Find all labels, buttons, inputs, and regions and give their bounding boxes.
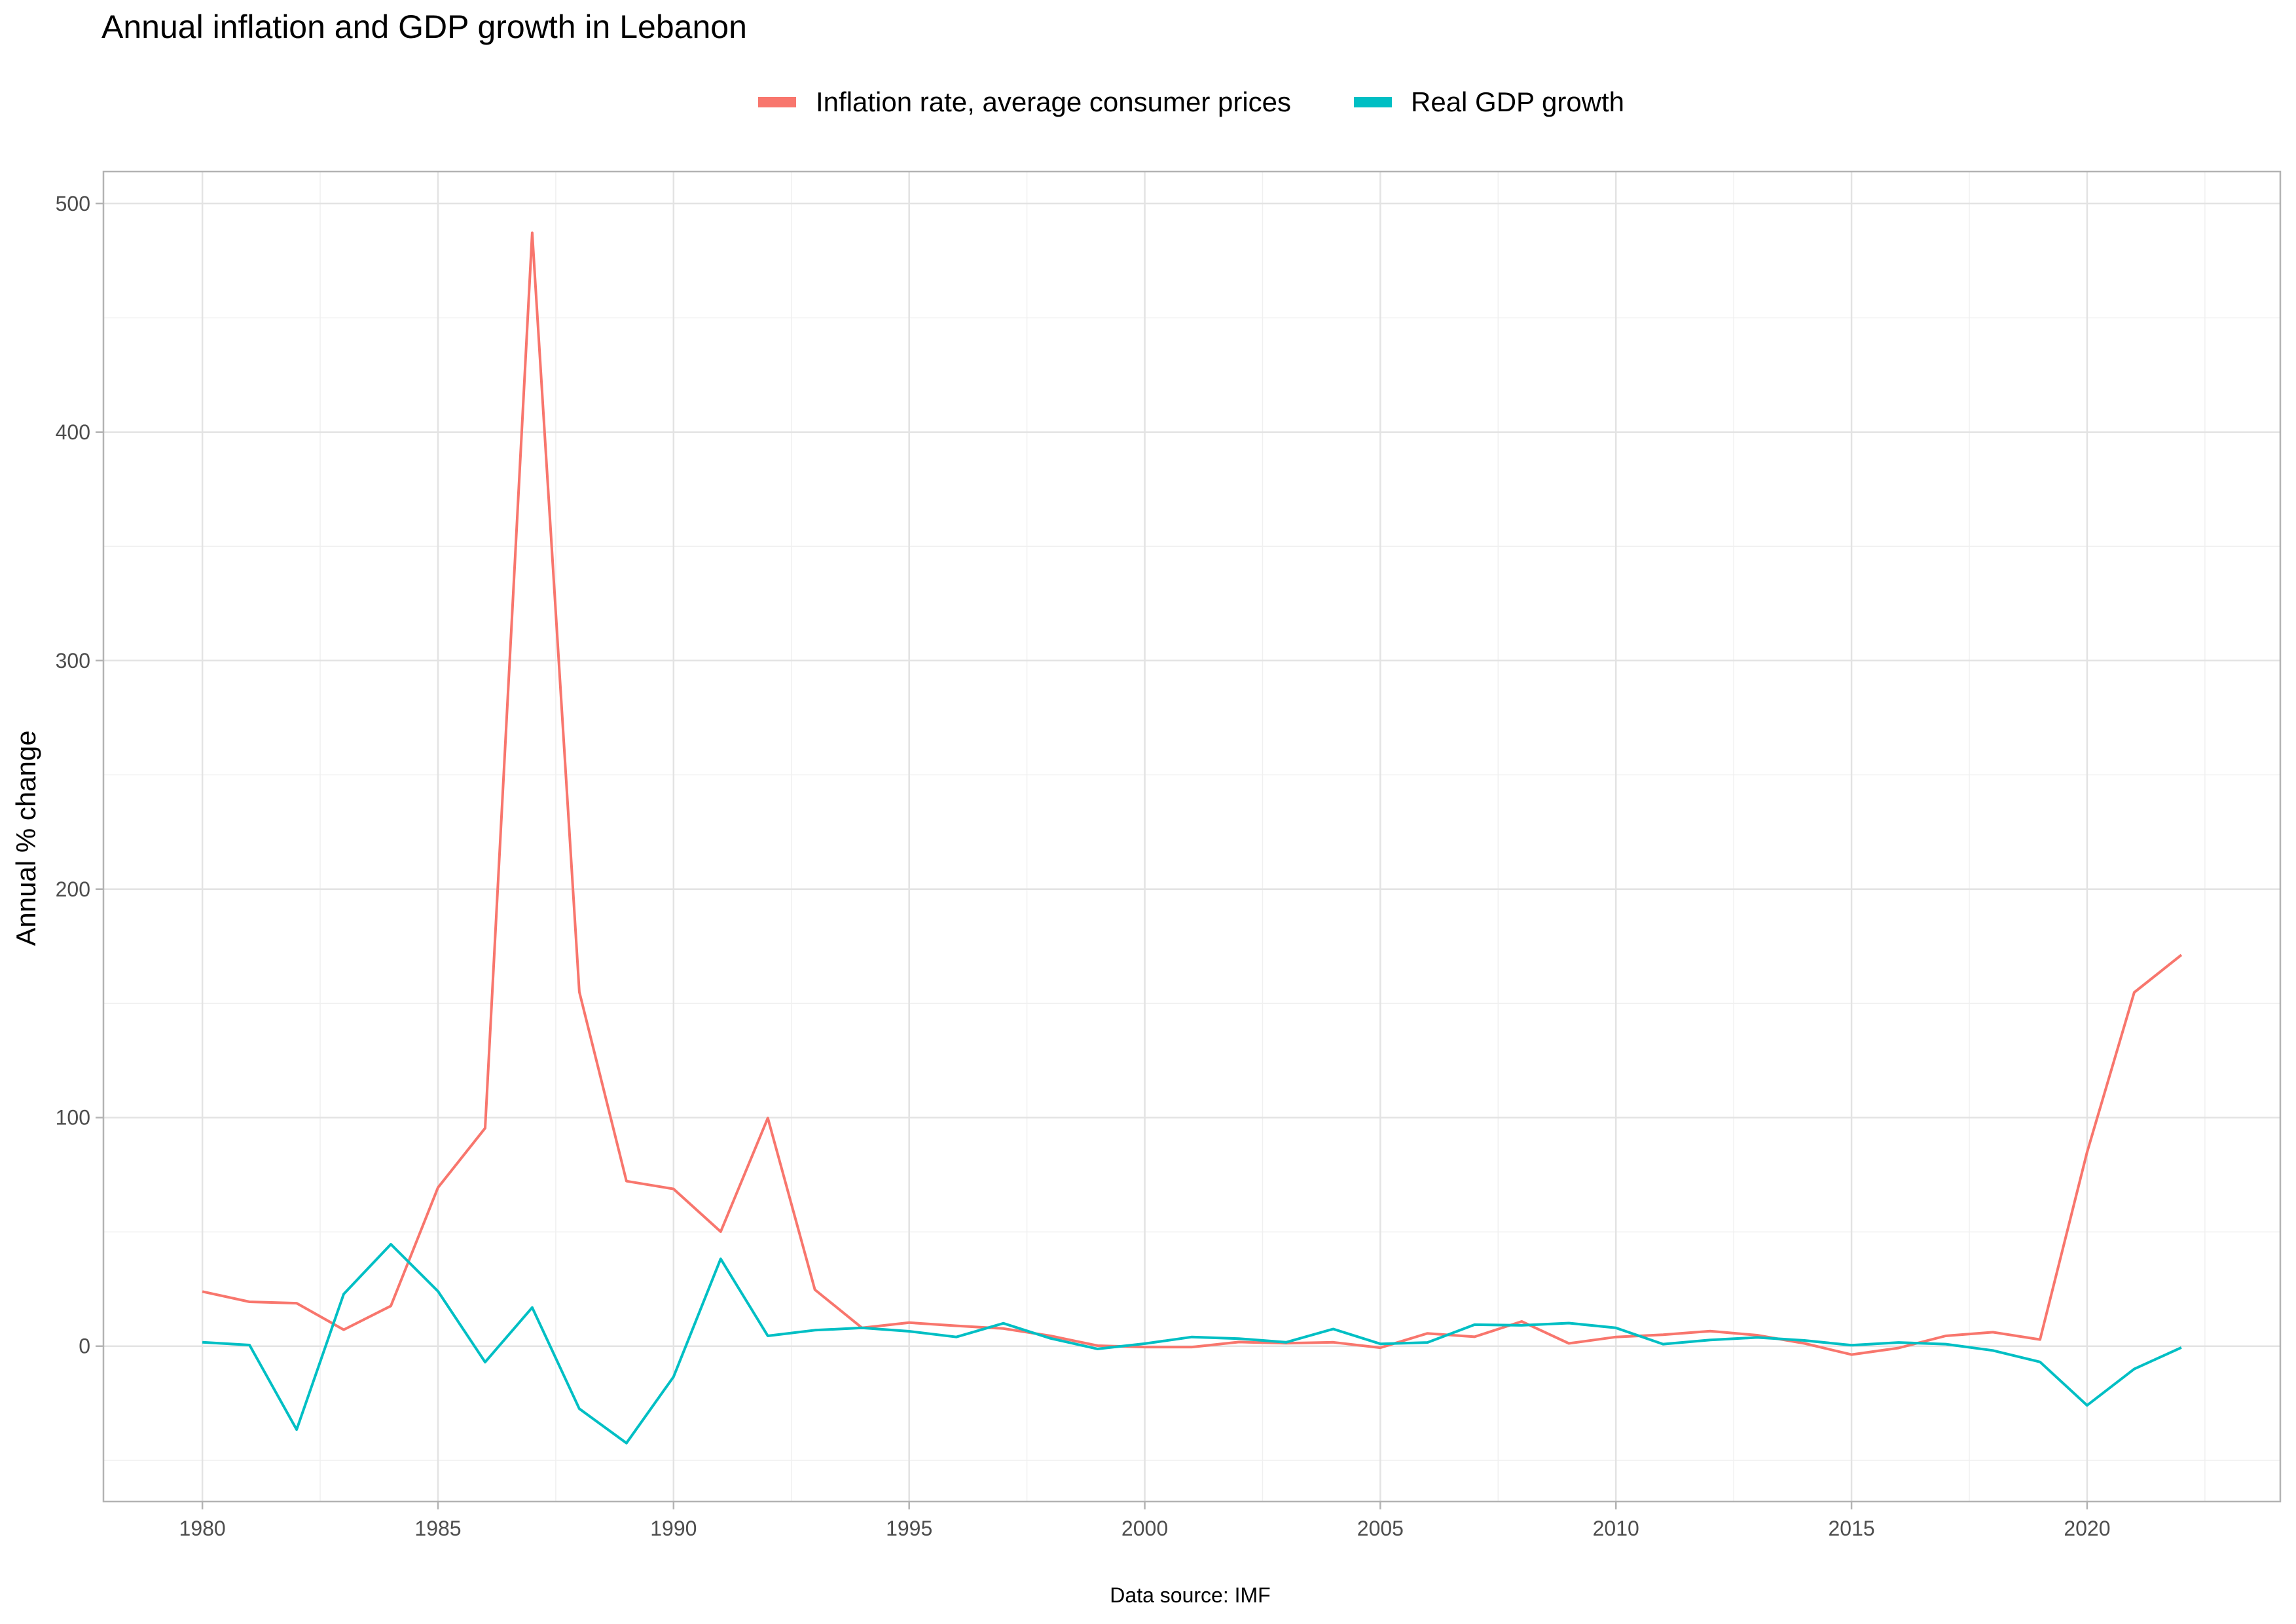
legend-key-inflation — [758, 97, 796, 107]
y-tick-label: 400 — [56, 420, 90, 444]
x-tick-label: 2010 — [1593, 1517, 1639, 1540]
y-tick-label: 300 — [56, 649, 90, 673]
minor-gridlines — [103, 172, 2280, 1502]
x-tick-label: 1985 — [414, 1517, 461, 1540]
x-tick-label: 1980 — [179, 1517, 226, 1540]
y-axis-title: Annual % change — [10, 730, 41, 946]
legend: Inflation rate, average consumer prices R… — [758, 86, 1624, 117]
series-line-inflation — [202, 231, 2183, 1356]
panel-border — [102, 170, 2282, 1503]
legend-label-gdp-growth: Real GDP growth — [1411, 86, 1624, 117]
x-tick-label: 2005 — [1357, 1517, 1404, 1540]
y-tick-label: 100 — [56, 1106, 90, 1130]
y-tick-label: 200 — [56, 877, 90, 901]
series-line-gdp-growth — [202, 1243, 2182, 1445]
legend-label-inflation: Inflation rate, average consumer prices — [816, 86, 1291, 117]
data-source-caption: Data source: IMF — [1110, 1583, 1270, 1607]
x-tick-label: 1990 — [650, 1517, 697, 1540]
x-tick-label: 2000 — [1121, 1517, 1168, 1540]
x-tick-label: 2020 — [2064, 1517, 2110, 1540]
series-layer — [202, 231, 2183, 1445]
x-axis: 1980 1985 1990 1995 2000 2005 2010 2015 2020 — [179, 1502, 2111, 1540]
x-tick-label: 2015 — [1828, 1517, 1874, 1540]
chart-title: Annual inflation and GDP growth in Leban… — [101, 9, 747, 45]
y-axis: 0 100 200 300 400 500 — [56, 192, 103, 1358]
x-tick-label: 1995 — [886, 1517, 932, 1540]
y-tick-label: 0 — [79, 1335, 90, 1358]
y-tick-label: 500 — [56, 192, 90, 215]
legend-key-gdp-growth — [1354, 97, 1392, 107]
